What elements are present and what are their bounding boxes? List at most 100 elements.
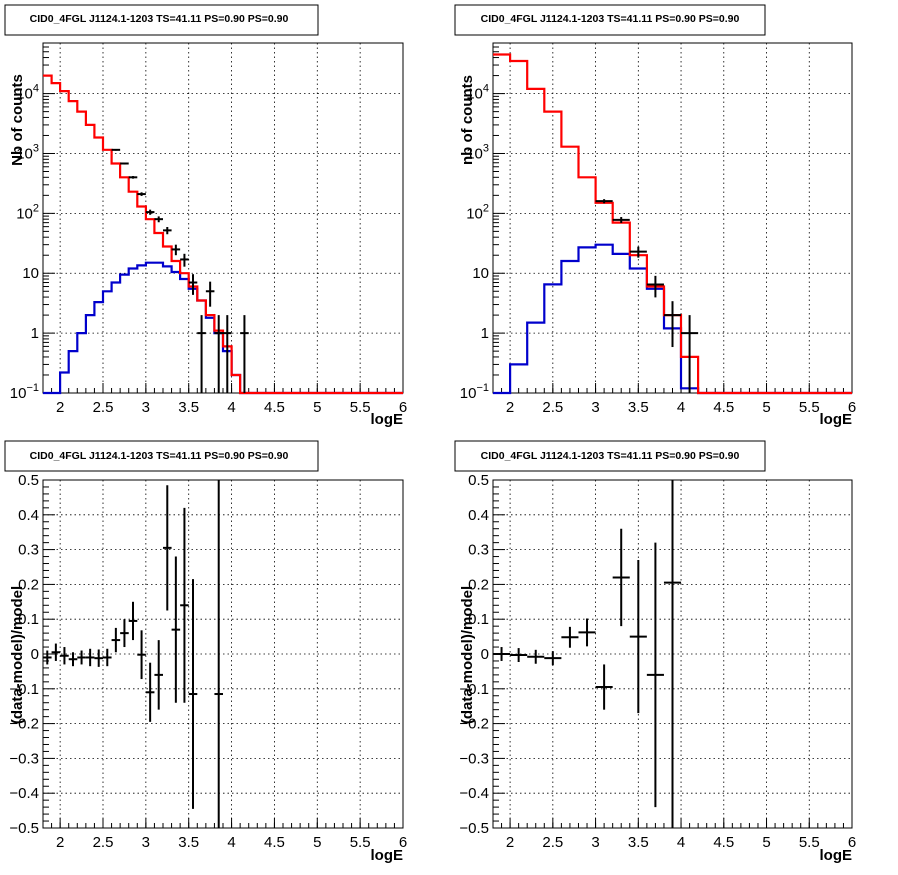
data-point <box>240 315 249 393</box>
x-tick-label: 2.5 <box>542 834 563 851</box>
x-tick-label: 2 <box>506 834 514 851</box>
x-tick-label: 5.5 <box>350 834 371 851</box>
counts-panel-right: CID0_4FGL J1124.1-1203 TS=41.11 PS=0.90 … <box>454 4 856 428</box>
y-tick-label: 103 <box>466 142 489 162</box>
x-tick-label: 2.5 <box>542 399 563 416</box>
x-tick-label: 4.5 <box>713 399 734 416</box>
x-tick-label: 4 <box>677 834 685 851</box>
chart-title-box <box>4 4 319 36</box>
residual-point <box>188 579 198 809</box>
data-point <box>214 315 223 393</box>
x-tick-label: 5 <box>762 834 770 851</box>
residual-point <box>77 650 86 665</box>
y-tick-label: 0.1 <box>468 611 489 628</box>
x-tick-label: 5 <box>762 399 770 416</box>
x-tick-label: 4.5 <box>264 399 285 416</box>
data-point <box>120 162 129 165</box>
y-tick-label: 0 <box>31 646 39 663</box>
residual-point <box>595 664 613 710</box>
x-tick-label: 4 <box>677 399 685 416</box>
x-tick-label: 5 <box>313 834 321 851</box>
data-point <box>612 217 630 223</box>
data-point <box>205 281 215 307</box>
x-tick-label: 4 <box>227 399 235 416</box>
residual-point <box>137 630 146 680</box>
y-tick-label: −0.1 <box>459 681 489 698</box>
x-axis-label: logE <box>820 847 853 864</box>
y-tick-label: 0.5 <box>468 472 489 489</box>
x-tick-label: 5 <box>313 399 321 416</box>
chart-title: CID0_4FGL J1124.1-1203 TS=41.11 PS=0.90 … <box>481 13 740 25</box>
data-point <box>111 148 121 151</box>
data-point <box>128 176 138 179</box>
y-tick-label: 102 <box>466 202 489 222</box>
y-tick-label: 0.5 <box>18 472 39 489</box>
y-tick-label: 10−1 <box>10 382 39 402</box>
y-axis-label: (data-model)/model <box>459 586 476 724</box>
residual-point <box>163 485 172 611</box>
y-tick-label: 0.2 <box>468 576 489 593</box>
x-tick-label: 2.5 <box>93 834 114 851</box>
chart-title-box <box>454 440 766 472</box>
residuals-panel-left: CID0_4FGL J1124.1-1203 TS=41.11 PS=0.90 … <box>4 440 407 864</box>
y-tick-label: −0.5 <box>459 820 489 837</box>
data-point <box>180 253 189 267</box>
chart-title: CID0_4FGL J1124.1-1203 TS=41.11 PS=0.90 … <box>30 450 289 462</box>
data-point <box>629 246 647 258</box>
x-tick-label: 3 <box>591 399 599 416</box>
residual-point <box>527 649 545 664</box>
data-point <box>171 244 181 256</box>
y-tick-label: −0.4 <box>459 785 489 802</box>
y-tick-label: 1 <box>481 325 489 342</box>
y-tick-label: −0.3 <box>459 750 489 767</box>
residual-point <box>493 647 511 661</box>
residual-point <box>85 648 95 667</box>
residual-point <box>544 651 562 666</box>
chart-title: CID0_4FGL J1124.1-1203 TS=41.11 PS=0.90 … <box>481 450 740 462</box>
x-tick-label: 2 <box>56 399 64 416</box>
x-tick-label: 6 <box>848 399 856 416</box>
y-tick-label: 0.1 <box>18 611 39 628</box>
y-tick-label: −0.2 <box>459 716 489 733</box>
y-tick-label: 0.3 <box>468 542 489 559</box>
x-tick-label: 2.5 <box>93 399 114 416</box>
y-axis-label: nb of counts <box>459 75 476 165</box>
data-point <box>681 315 699 393</box>
y-tick-label: 10 <box>22 265 39 282</box>
residual-point <box>612 528 630 627</box>
y-tick-label: 102 <box>16 202 39 222</box>
y-tick-label: −0.4 <box>9 785 39 802</box>
residual-point <box>43 650 52 665</box>
y-tick-label: 104 <box>466 83 489 103</box>
data-point <box>188 274 198 295</box>
data-point <box>223 315 232 393</box>
residual-point <box>94 649 103 667</box>
x-tick-label: 5.5 <box>350 399 371 416</box>
y-tick-label: −0.1 <box>9 681 39 698</box>
y-tick-label: 10 <box>472 265 489 282</box>
x-tick-label: 2 <box>56 834 64 851</box>
x-tick-label: 3.5 <box>178 399 199 416</box>
residual-point <box>51 643 61 661</box>
residual-point <box>171 556 181 703</box>
residual-point <box>510 648 528 663</box>
x-tick-label: 3.5 <box>628 399 649 416</box>
x-tick-label: 5.5 <box>799 834 820 851</box>
chart-title-box <box>4 440 319 472</box>
residuals-panel-right: CID0_4FGL J1124.1-1203 TS=41.11 PS=0.90 … <box>454 440 856 864</box>
residual-point <box>145 662 155 722</box>
counts-panel-left: CID0_4FGL J1124.1-1203 TS=41.11 PS=0.90 … <box>4 4 407 428</box>
residual-point <box>180 507 189 703</box>
y-axis-label: Nb of counts <box>9 74 26 166</box>
y-tick-label: −0.2 <box>9 716 39 733</box>
chart-title: CID0_4FGL J1124.1-1203 TS=41.11 PS=0.90 … <box>30 13 289 25</box>
y-tick-label: −0.3 <box>9 750 39 767</box>
x-axis-label: logE <box>371 411 404 428</box>
residual-point <box>68 652 78 667</box>
residual-point <box>578 618 596 647</box>
x-tick-label: 2 <box>506 399 514 416</box>
x-tick-label: 4 <box>227 834 235 851</box>
x-tick-label: 4.5 <box>264 834 285 851</box>
y-axis-label: (data-model)/model <box>9 586 26 724</box>
